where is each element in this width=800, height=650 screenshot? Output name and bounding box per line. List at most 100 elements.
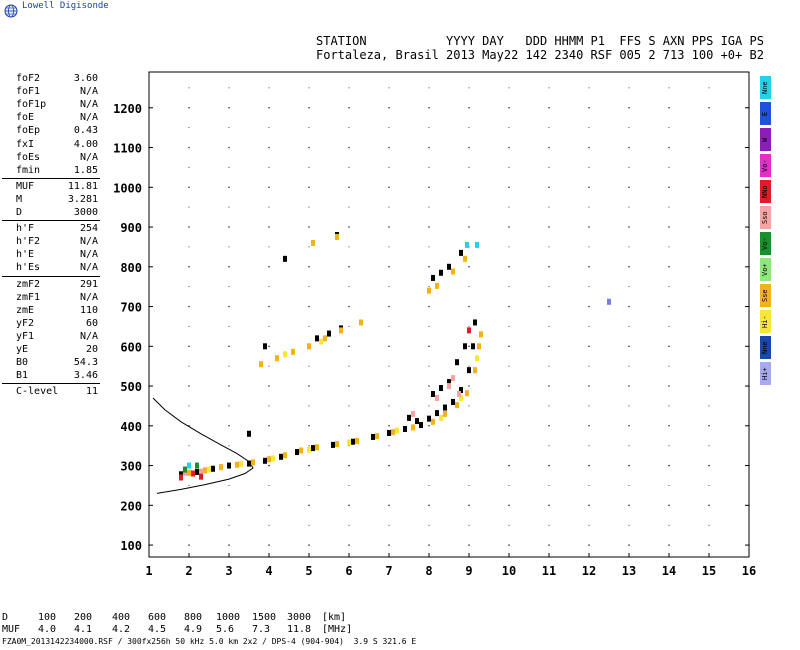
grid-dot bbox=[268, 266, 270, 268]
grid-dot bbox=[348, 226, 350, 228]
muf-table-cell: 400 bbox=[112, 612, 131, 623]
grid-dot bbox=[188, 544, 190, 546]
echo-point bbox=[475, 241, 479, 248]
grid-dot bbox=[188, 305, 190, 308]
grid-dot bbox=[668, 345, 670, 348]
param-name: fmin bbox=[16, 164, 41, 176]
param-separator bbox=[2, 383, 100, 385]
echo-point bbox=[183, 466, 187, 473]
param-row: h'F 254 bbox=[2, 222, 100, 235]
grid-dot bbox=[628, 226, 630, 228]
param-row: zmF2 291 bbox=[2, 278, 100, 291]
grid-dot bbox=[548, 425, 550, 427]
grid-dot bbox=[708, 127, 710, 129]
grid-dot bbox=[308, 206, 310, 208]
grid-dot bbox=[348, 325, 350, 327]
grid-dot bbox=[468, 405, 470, 407]
echo-point bbox=[427, 287, 431, 294]
param-value: 110 bbox=[79, 304, 98, 316]
grid-dot bbox=[548, 464, 550, 467]
param-name: foE bbox=[16, 112, 35, 124]
echo-point bbox=[475, 355, 479, 362]
echo-point bbox=[279, 453, 283, 460]
echo-point bbox=[187, 462, 191, 469]
echo-point bbox=[375, 433, 379, 440]
grid-dot bbox=[188, 286, 190, 288]
grid-dot bbox=[508, 305, 510, 308]
grid-dot bbox=[708, 504, 710, 507]
grid-dot bbox=[188, 146, 190, 149]
grid-dot bbox=[468, 286, 470, 288]
echo-point bbox=[307, 446, 311, 453]
param-value: 3.60 bbox=[73, 73, 98, 84]
grid-dot bbox=[348, 286, 350, 288]
grid-dot bbox=[388, 464, 390, 467]
grid-dot bbox=[628, 206, 630, 208]
grid-dot bbox=[308, 127, 310, 129]
y-tick-label: 500 bbox=[120, 380, 142, 394]
grid-dot bbox=[668, 504, 670, 507]
grid-dot bbox=[348, 385, 350, 387]
grid-dot bbox=[348, 345, 350, 348]
grid-dot bbox=[628, 385, 630, 387]
muf-table-cell: 7.3 bbox=[252, 624, 271, 635]
grid-dot bbox=[268, 206, 270, 208]
grid-dot bbox=[228, 127, 230, 129]
grid-dot bbox=[348, 365, 350, 367]
grid-dot bbox=[668, 464, 670, 467]
muf-table-unit: [MHz] bbox=[322, 624, 353, 635]
grid-dot bbox=[508, 405, 510, 407]
grid-dot bbox=[588, 266, 590, 268]
grid-dot bbox=[588, 464, 590, 467]
y-tick-label: 400 bbox=[120, 420, 142, 434]
grid-dot bbox=[148, 445, 150, 447]
grid-dot bbox=[188, 365, 190, 367]
grid-dot bbox=[308, 87, 310, 89]
echo-point bbox=[183, 469, 187, 476]
grid-dot bbox=[548, 246, 550, 248]
grid-dot bbox=[228, 226, 230, 228]
param-row: C-level 11 bbox=[2, 385, 100, 398]
param-name: h'F bbox=[16, 223, 35, 235]
grid-dot bbox=[748, 246, 750, 248]
grid-dot bbox=[468, 524, 470, 526]
param-row: h'Es N/A bbox=[2, 261, 100, 274]
x-tick-label: 13 bbox=[622, 564, 636, 578]
grid-dot bbox=[268, 365, 270, 367]
param-value: N/A bbox=[79, 330, 98, 342]
grid-dot bbox=[468, 445, 470, 447]
echo-point bbox=[457, 391, 461, 398]
grid-dot bbox=[708, 484, 710, 486]
grid-dot bbox=[228, 146, 230, 149]
echo-point bbox=[199, 468, 203, 475]
grid-dot bbox=[588, 425, 590, 427]
grid-dot bbox=[428, 504, 430, 507]
grid-dot bbox=[148, 246, 150, 248]
grid-dot bbox=[268, 87, 270, 89]
grid-dot bbox=[748, 166, 750, 168]
grid-dot bbox=[148, 127, 150, 129]
param-value: 291 bbox=[79, 278, 98, 290]
param-name: foEs bbox=[16, 151, 41, 163]
grid-dot bbox=[748, 445, 750, 447]
grid-dot bbox=[508, 186, 510, 188]
legend-item: W bbox=[760, 128, 771, 151]
grid-dot bbox=[588, 246, 590, 248]
echo-point bbox=[351, 438, 355, 445]
grid-dot bbox=[268, 345, 270, 348]
grid-dot bbox=[508, 445, 510, 447]
grid-dot bbox=[628, 524, 630, 526]
echo-point bbox=[199, 473, 203, 480]
grid-dot bbox=[708, 107, 710, 109]
param-value: N/A bbox=[79, 249, 98, 261]
param-separator bbox=[2, 177, 100, 179]
grid-dot bbox=[668, 146, 670, 149]
grid-dot bbox=[268, 226, 270, 228]
grid-dot bbox=[468, 107, 470, 109]
grid-dot bbox=[628, 325, 630, 327]
legend-item: Vo+ bbox=[760, 258, 771, 281]
grid-dot bbox=[548, 385, 550, 387]
grid-dot bbox=[748, 286, 750, 288]
echo-point bbox=[419, 422, 423, 429]
echo-point bbox=[473, 319, 477, 326]
